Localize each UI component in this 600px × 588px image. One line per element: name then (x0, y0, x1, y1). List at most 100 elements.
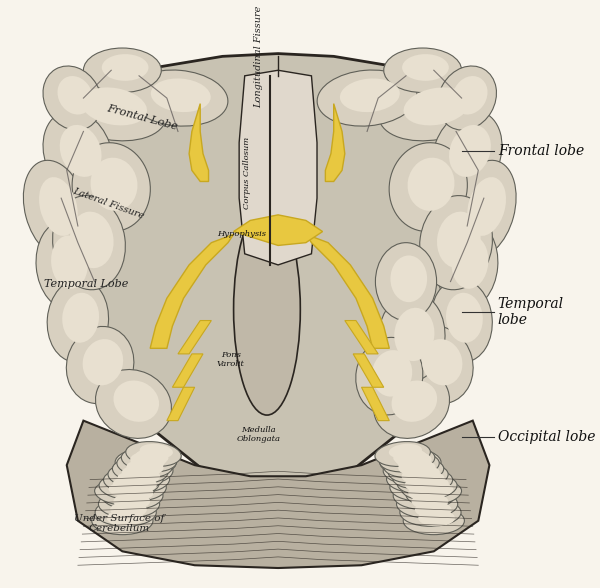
Ellipse shape (47, 279, 109, 362)
Ellipse shape (60, 125, 101, 177)
Ellipse shape (415, 502, 452, 518)
Ellipse shape (126, 460, 160, 475)
PathPatch shape (172, 354, 203, 387)
Ellipse shape (386, 465, 448, 493)
Ellipse shape (384, 48, 461, 92)
Ellipse shape (140, 444, 173, 459)
Ellipse shape (401, 468, 438, 485)
Ellipse shape (422, 339, 463, 385)
Ellipse shape (58, 76, 92, 115)
PathPatch shape (167, 387, 194, 420)
Ellipse shape (406, 326, 473, 403)
Ellipse shape (121, 447, 177, 472)
Ellipse shape (36, 220, 97, 309)
Ellipse shape (398, 460, 435, 476)
Ellipse shape (378, 293, 445, 382)
Ellipse shape (118, 472, 151, 486)
PathPatch shape (239, 70, 317, 265)
Ellipse shape (317, 70, 417, 126)
Ellipse shape (113, 477, 146, 492)
Ellipse shape (117, 485, 154, 502)
Ellipse shape (43, 111, 113, 197)
Ellipse shape (380, 449, 441, 476)
Text: Occipital lobe: Occipital lobe (498, 430, 595, 445)
Ellipse shape (407, 158, 454, 211)
Ellipse shape (375, 442, 430, 466)
Ellipse shape (53, 196, 125, 290)
Ellipse shape (122, 466, 155, 481)
Ellipse shape (467, 177, 506, 236)
Ellipse shape (376, 243, 437, 320)
Ellipse shape (105, 473, 166, 502)
Ellipse shape (406, 480, 461, 505)
Ellipse shape (404, 88, 470, 125)
Ellipse shape (405, 476, 442, 493)
Text: Lateral Fissure: Lateral Fissure (71, 186, 145, 221)
Ellipse shape (67, 326, 134, 403)
Ellipse shape (109, 465, 170, 493)
Ellipse shape (397, 490, 458, 518)
Ellipse shape (113, 380, 159, 422)
Ellipse shape (356, 338, 423, 415)
Ellipse shape (393, 449, 427, 465)
Ellipse shape (124, 468, 160, 485)
Ellipse shape (389, 444, 422, 459)
Ellipse shape (56, 78, 166, 141)
Ellipse shape (401, 475, 457, 500)
Ellipse shape (51, 235, 88, 289)
Ellipse shape (151, 78, 211, 112)
Ellipse shape (392, 380, 437, 422)
Text: Corpus Callosum: Corpus Callosum (244, 137, 251, 209)
Ellipse shape (95, 369, 172, 439)
Text: Pons
Varolit: Pons Varolit (217, 351, 245, 368)
Ellipse shape (379, 447, 435, 472)
Ellipse shape (95, 480, 150, 505)
Ellipse shape (83, 339, 123, 385)
Text: Under Surface of
Cerebellum: Under Surface of Cerebellum (74, 514, 165, 533)
Ellipse shape (70, 212, 113, 268)
Text: Temporal Lobe: Temporal Lobe (44, 279, 128, 289)
Ellipse shape (72, 143, 151, 232)
Ellipse shape (384, 453, 439, 477)
Ellipse shape (62, 293, 99, 343)
Ellipse shape (120, 476, 157, 493)
PathPatch shape (44, 54, 484, 499)
Ellipse shape (408, 485, 445, 502)
Ellipse shape (372, 350, 412, 397)
Ellipse shape (452, 161, 516, 258)
Ellipse shape (110, 502, 147, 518)
PathPatch shape (306, 235, 389, 348)
Text: Medulla
Oblongata: Medulla Oblongata (236, 426, 281, 443)
Ellipse shape (115, 449, 176, 476)
Ellipse shape (391, 255, 427, 302)
Ellipse shape (91, 158, 137, 211)
Ellipse shape (416, 477, 449, 492)
Ellipse shape (383, 457, 445, 485)
Ellipse shape (393, 482, 454, 510)
Ellipse shape (397, 469, 452, 495)
Ellipse shape (398, 455, 431, 470)
Ellipse shape (340, 78, 400, 112)
Ellipse shape (131, 455, 164, 470)
PathPatch shape (362, 387, 389, 420)
Ellipse shape (420, 483, 453, 497)
Ellipse shape (436, 220, 498, 309)
Text: Temporal
lobe: Temporal lobe (498, 297, 564, 328)
Ellipse shape (412, 493, 448, 510)
Ellipse shape (81, 88, 147, 125)
Ellipse shape (128, 70, 228, 126)
Ellipse shape (388, 458, 444, 483)
Ellipse shape (39, 177, 78, 236)
Ellipse shape (400, 499, 461, 526)
Ellipse shape (83, 48, 161, 92)
Ellipse shape (395, 451, 431, 468)
Ellipse shape (419, 196, 493, 290)
Ellipse shape (389, 143, 467, 232)
Ellipse shape (98, 490, 160, 518)
Ellipse shape (233, 203, 301, 415)
PathPatch shape (233, 215, 323, 245)
Ellipse shape (402, 460, 436, 475)
Ellipse shape (411, 472, 445, 486)
Ellipse shape (102, 482, 163, 510)
Ellipse shape (108, 464, 163, 489)
